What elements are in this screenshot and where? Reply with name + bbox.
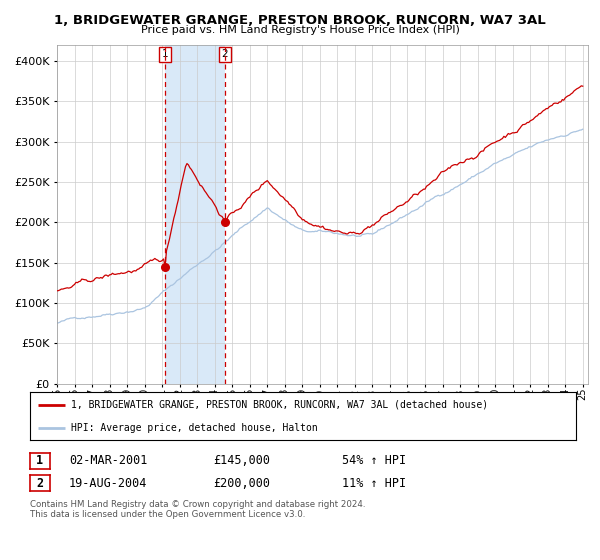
Text: 1, BRIDGEWATER GRANGE, PRESTON BROOK, RUNCORN, WA7 3AL (detached house): 1, BRIDGEWATER GRANGE, PRESTON BROOK, RU… [71, 400, 488, 410]
Text: 54% ↑ HPI: 54% ↑ HPI [342, 454, 406, 468]
Text: 19-AUG-2004: 19-AUG-2004 [69, 477, 148, 490]
Text: HPI: Average price, detached house, Halton: HPI: Average price, detached house, Halt… [71, 423, 318, 433]
Text: 1: 1 [37, 454, 43, 468]
Text: 1, BRIDGEWATER GRANGE, PRESTON BROOK, RUNCORN, WA7 3AL: 1, BRIDGEWATER GRANGE, PRESTON BROOK, RU… [54, 14, 546, 27]
Text: Price paid vs. HM Land Registry's House Price Index (HPI): Price paid vs. HM Land Registry's House … [140, 25, 460, 35]
Text: £145,000: £145,000 [213, 454, 270, 468]
Bar [165, 45, 225, 384]
Text: Contains HM Land Registry data © Crown copyright and database right 2024.
This d: Contains HM Land Registry data © Crown c… [30, 500, 365, 519]
Text: 02-MAR-2001: 02-MAR-2001 [69, 454, 148, 468]
Text: 2: 2 [221, 49, 228, 59]
Text: 1: 1 [162, 49, 169, 59]
Text: £200,000: £200,000 [213, 477, 270, 490]
Text: 2: 2 [37, 477, 43, 490]
Text: 11% ↑ HPI: 11% ↑ HPI [342, 477, 406, 490]
